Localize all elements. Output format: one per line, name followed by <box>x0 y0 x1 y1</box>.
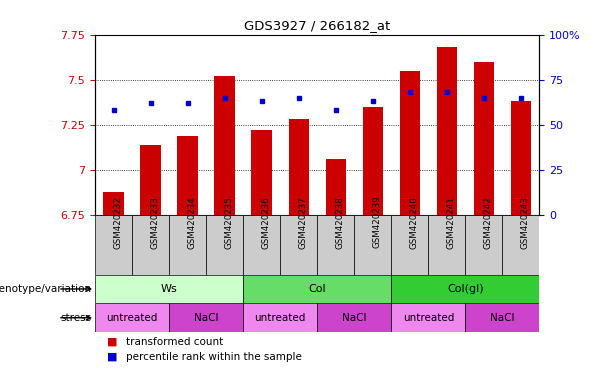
Bar <box>391 215 428 275</box>
Text: GSM420237: GSM420237 <box>299 196 308 248</box>
Text: NaCl: NaCl <box>342 313 367 323</box>
Bar <box>354 215 391 275</box>
Bar <box>363 107 383 215</box>
Text: GSM420243: GSM420243 <box>521 196 530 248</box>
Text: untreated: untreated <box>107 313 158 323</box>
Bar <box>95 215 132 275</box>
Text: NaCl: NaCl <box>490 313 515 323</box>
Bar <box>391 303 465 332</box>
Bar <box>243 215 280 275</box>
Bar <box>132 215 169 275</box>
Text: GSM420234: GSM420234 <box>188 196 197 248</box>
Text: GSM420239: GSM420239 <box>373 196 382 248</box>
Bar <box>243 275 391 303</box>
Text: GSM420235: GSM420235 <box>224 196 234 248</box>
Bar <box>428 215 465 275</box>
Bar <box>95 275 243 303</box>
Bar <box>95 303 169 332</box>
Text: Ws: Ws <box>161 284 177 294</box>
Bar <box>169 303 243 332</box>
Bar <box>465 215 503 275</box>
Text: GSM420232: GSM420232 <box>113 196 123 248</box>
Text: GSM420242: GSM420242 <box>484 196 493 248</box>
Text: NaCl: NaCl <box>194 313 218 323</box>
Bar <box>326 159 346 215</box>
Text: transformed count: transformed count <box>126 337 223 347</box>
Text: percentile rank within the sample: percentile rank within the sample <box>126 352 302 362</box>
Bar <box>177 136 198 215</box>
Text: ■: ■ <box>107 352 118 362</box>
Bar <box>140 145 161 215</box>
Bar <box>206 215 243 275</box>
Bar <box>215 76 235 215</box>
Bar <box>169 215 206 275</box>
Bar <box>318 215 354 275</box>
Bar <box>243 303 318 332</box>
Bar <box>280 215 318 275</box>
Bar <box>400 71 420 215</box>
Text: untreated: untreated <box>403 313 454 323</box>
Bar <box>251 130 272 215</box>
Text: genotype/variation: genotype/variation <box>0 284 92 294</box>
Text: GSM420241: GSM420241 <box>447 196 456 248</box>
Bar <box>289 119 309 215</box>
Text: GSM420240: GSM420240 <box>410 196 419 248</box>
Text: Col: Col <box>308 284 326 294</box>
Text: GSM420238: GSM420238 <box>336 196 345 248</box>
Text: untreated: untreated <box>254 313 306 323</box>
Bar <box>104 192 124 215</box>
Bar <box>503 215 539 275</box>
Bar <box>318 303 391 332</box>
Text: GSM420236: GSM420236 <box>262 196 271 248</box>
Text: stress: stress <box>61 313 92 323</box>
Text: GSM420233: GSM420233 <box>151 196 159 248</box>
Text: ■: ■ <box>107 337 118 347</box>
Bar <box>391 275 539 303</box>
Bar <box>511 101 531 215</box>
Bar <box>436 47 457 215</box>
Text: Col(gl): Col(gl) <box>447 284 484 294</box>
Bar <box>474 62 494 215</box>
Bar <box>465 303 539 332</box>
Title: GDS3927 / 266182_at: GDS3927 / 266182_at <box>244 19 390 32</box>
